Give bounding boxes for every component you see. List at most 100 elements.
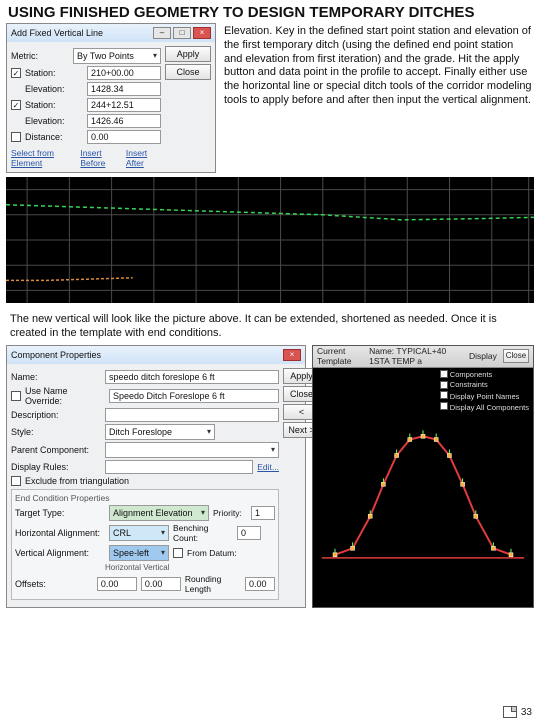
- constraints-label: Constraints: [450, 380, 488, 389]
- style-select[interactable]: Ditch Foreslope▾: [105, 424, 215, 440]
- top-row: Add Fixed Vertical Line – □ × Metric: By…: [0, 23, 540, 173]
- constraints-checkbox[interactable]: ✓: [440, 381, 448, 389]
- elevation2-input[interactable]: 1426.46: [87, 114, 161, 128]
- elevation-label: Elevation:: [25, 84, 83, 94]
- elevation-input[interactable]: 1428.34: [87, 82, 161, 96]
- components-checkbox[interactable]: ✓: [440, 370, 448, 378]
- distance-checkbox[interactable]: [11, 132, 21, 142]
- components-label: Components: [450, 370, 493, 379]
- insert-before-link[interactable]: Insert Before: [80, 148, 122, 168]
- offset-input[interactable]: 0: [237, 526, 261, 540]
- comp-title: Component Properties: [11, 350, 101, 360]
- parent-label: Parent Component:: [11, 445, 101, 455]
- section-title: End Condition Properties: [15, 493, 275, 503]
- chart-grid: [6, 177, 534, 303]
- dialog-titlebar: Add Fixed Vertical Line – □ ×: [7, 24, 215, 42]
- page-number: 33: [521, 707, 532, 718]
- priority-input[interactable]: 1: [251, 506, 275, 520]
- minimize-button[interactable]: –: [153, 27, 171, 39]
- elevation2-label: Elevation:: [25, 116, 83, 126]
- halign-value: CRL: [113, 526, 131, 540]
- preview-close-button[interactable]: Close: [503, 349, 529, 363]
- chevron-down-icon: ▾: [153, 49, 157, 63]
- metric-value: By Two Points: [77, 49, 134, 63]
- fromdatum-checkbox[interactable]: [173, 548, 183, 558]
- close-button[interactable]: Close: [165, 64, 211, 80]
- disprules-input[interactable]: [105, 460, 253, 474]
- page-heading: USING FINISHED GEOMETRY TO DESIGN TEMPOR…: [0, 0, 540, 23]
- insert-after-link[interactable]: Insert After: [126, 148, 161, 168]
- page-icon: [503, 706, 517, 718]
- close-button[interactable]: ×: [193, 27, 211, 39]
- page-footer: 33: [503, 706, 532, 718]
- apply-button[interactable]: Apply: [165, 46, 211, 62]
- v-offset-input[interactable]: 0.00: [141, 577, 181, 591]
- h-offset-input[interactable]: 0.00: [97, 577, 137, 591]
- exclude-checkbox[interactable]: [11, 476, 21, 486]
- link-row: Select from Element Insert Before Insert…: [11, 148, 161, 168]
- valign-select[interactable]: Spee-left ▾: [109, 545, 169, 561]
- comp-body: Name:speedo ditch foreslope 6 ft Use Nam…: [7, 364, 305, 607]
- chart-series: [6, 205, 534, 281]
- allcomp-checkbox[interactable]: [440, 402, 448, 410]
- preview-header-name: Name: TYPICAL+40 1STA TEMP a: [369, 346, 463, 366]
- metric-select[interactable]: By Two Points ▾: [73, 48, 161, 64]
- bottom-row: Component Properties × Name:speedo ditch…: [0, 345, 540, 608]
- use-name-label: Use Name Override:: [25, 386, 105, 406]
- preview-header-left: Current Template: [317, 346, 363, 366]
- offset-label: Benching Count:: [173, 523, 233, 543]
- distance-label: Distance:: [25, 132, 83, 142]
- dialog-body: Metric: By Two Points ▾ ✓ Station: 210+0…: [7, 42, 215, 172]
- rounding-label: Rounding Length: [185, 574, 241, 594]
- allcomp-label: Display All Components: [450, 403, 529, 412]
- valign-label: Vertical Alignment:: [15, 548, 105, 558]
- station-label: Station:: [25, 68, 83, 78]
- dialog-button-column: Apply Close: [165, 46, 211, 168]
- halign-label: Horizontal Alignment:: [15, 528, 105, 538]
- station2-checkbox[interactable]: ✓: [11, 100, 21, 110]
- select-element-link[interactable]: Select from Element: [11, 148, 76, 168]
- fromdatum-label: From Datum:: [187, 548, 237, 558]
- profile-chart: [6, 177, 534, 303]
- target-label: Target Type:: [15, 508, 105, 518]
- disprules-label: Display Rules:: [11, 462, 101, 472]
- style-label: Style:: [11, 427, 101, 437]
- use-name-checkbox[interactable]: [11, 391, 21, 401]
- pointnames-checkbox[interactable]: [440, 391, 448, 399]
- component-properties-dialog: Component Properties × Name:speedo ditch…: [6, 345, 306, 608]
- station2-input[interactable]: 244+12.51: [87, 98, 161, 112]
- desc-label: Description:: [11, 410, 101, 420]
- station2-label: Station:: [25, 100, 83, 110]
- chevron-down-icon: ▾: [271, 443, 275, 457]
- exclude-label: Exclude from triangulation: [25, 476, 129, 486]
- name-input[interactable]: speedo ditch foreslope 6 ft: [105, 370, 279, 384]
- distance-input[interactable]: 0.00: [87, 130, 161, 144]
- parent-select[interactable]: ▾: [105, 442, 279, 458]
- add-vertical-line-dialog: Add Fixed Vertical Line – □ × Metric: By…: [6, 23, 216, 173]
- window-buttons: – □ ×: [153, 27, 211, 39]
- comp-titlebar: Component Properties ×: [7, 346, 305, 364]
- template-preview-pane: Current Template Name: TYPICAL+40 1STA T…: [312, 345, 534, 608]
- target-value: Alignment Elevation: [113, 506, 193, 520]
- priority-label: Priority:: [213, 508, 247, 518]
- valign-value: Spee-left: [113, 546, 149, 560]
- paragraph-2: The new vertical will look like the pict…: [0, 307, 540, 345]
- desc-input[interactable]: [105, 408, 279, 422]
- preview-checks: ✓ Components ✓ Constraints Display Point…: [440, 370, 529, 414]
- chevron-down-icon: ▾: [161, 546, 165, 560]
- offsets-label: Offsets:: [15, 579, 93, 589]
- display-label: Display: [469, 351, 497, 361]
- edit-link[interactable]: Edit...: [257, 462, 279, 472]
- halign-select[interactable]: CRL▾: [109, 525, 169, 541]
- maximize-button[interactable]: □: [173, 27, 191, 39]
- hv-header: Horizontal Vertical: [15, 563, 275, 572]
- close-button[interactable]: ×: [283, 349, 301, 361]
- end-condition-section: End Condition Properties Target Type: Ali…: [11, 489, 279, 600]
- use-name-input[interactable]: Speedo Ditch Foreslope 6 ft: [109, 389, 279, 403]
- instruction-text: Elevation. Key in the defined start poin…: [222, 23, 534, 173]
- station-input[interactable]: 210+00.00: [87, 66, 161, 80]
- rounding-input[interactable]: 0.00: [245, 577, 275, 591]
- station-checkbox[interactable]: ✓: [11, 68, 21, 78]
- chevron-down-icon: ▾: [207, 425, 211, 439]
- target-select[interactable]: Alignment Elevation▾: [109, 505, 209, 521]
